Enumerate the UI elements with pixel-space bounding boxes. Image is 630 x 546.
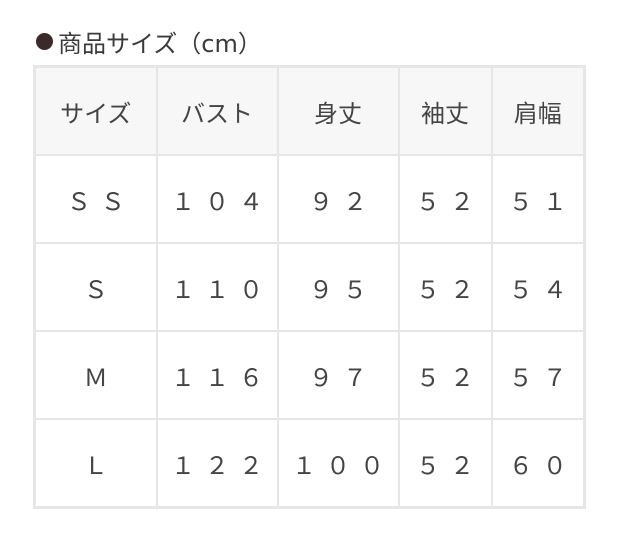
header-size: サイズ — [33, 65, 158, 156]
table-row: ＳＳ １０４ ９２ ５２ ５１ — [33, 154, 586, 244]
cell-sleeve: ５２ — [397, 242, 493, 332]
cell-bust: １２２ — [155, 418, 279, 509]
header-length: 身丈 — [276, 65, 400, 156]
cell-size: ＳＳ — [33, 154, 158, 244]
cell-bust: １１０ — [155, 242, 279, 332]
cell-size: Ｌ — [33, 418, 158, 509]
cell-length: １００ — [276, 418, 400, 509]
header-row: サイズ バスト 身丈 袖丈 肩幅 — [33, 65, 586, 156]
header-sleeve: 袖丈 — [397, 65, 493, 156]
cell-sleeve: ５２ — [397, 418, 493, 509]
section-title: 商品サイズ（cm） — [36, 24, 262, 59]
size-table: サイズ バスト 身丈 袖丈 肩幅 ＳＳ １０４ ９２ ５２ ５１ Ｓ １１０ ９５ ５２ ５４ … — [33, 65, 586, 509]
header-shoulder: 肩幅 — [490, 65, 586, 156]
cell-size: Ｓ — [33, 242, 158, 332]
bullet-icon — [36, 33, 53, 50]
cell-length: ９２ — [276, 154, 400, 244]
cell-bust: １１６ — [155, 330, 279, 420]
cell-shoulder: ５４ — [490, 242, 586, 332]
table-row: Ｌ １２２ １００ ５２ ６０ — [33, 418, 586, 509]
cell-length: ９７ — [276, 330, 400, 420]
cell-length: ９５ — [276, 242, 400, 332]
cell-size: Ｍ — [33, 330, 158, 420]
header-bust: バスト — [155, 65, 279, 156]
table-row: Ｍ １１６ ９７ ５２ ５７ — [33, 330, 586, 420]
table-row: Ｓ １１０ ９５ ５２ ５４ — [33, 242, 586, 332]
title-text: 商品サイズ（cm） — [58, 30, 262, 58]
cell-sleeve: ５２ — [397, 330, 493, 420]
cell-sleeve: ５２ — [397, 154, 493, 244]
cell-shoulder: ５７ — [490, 330, 586, 420]
cell-bust: １０４ — [155, 154, 279, 244]
cell-shoulder: ６０ — [490, 418, 586, 509]
cell-shoulder: ５１ — [490, 154, 586, 244]
